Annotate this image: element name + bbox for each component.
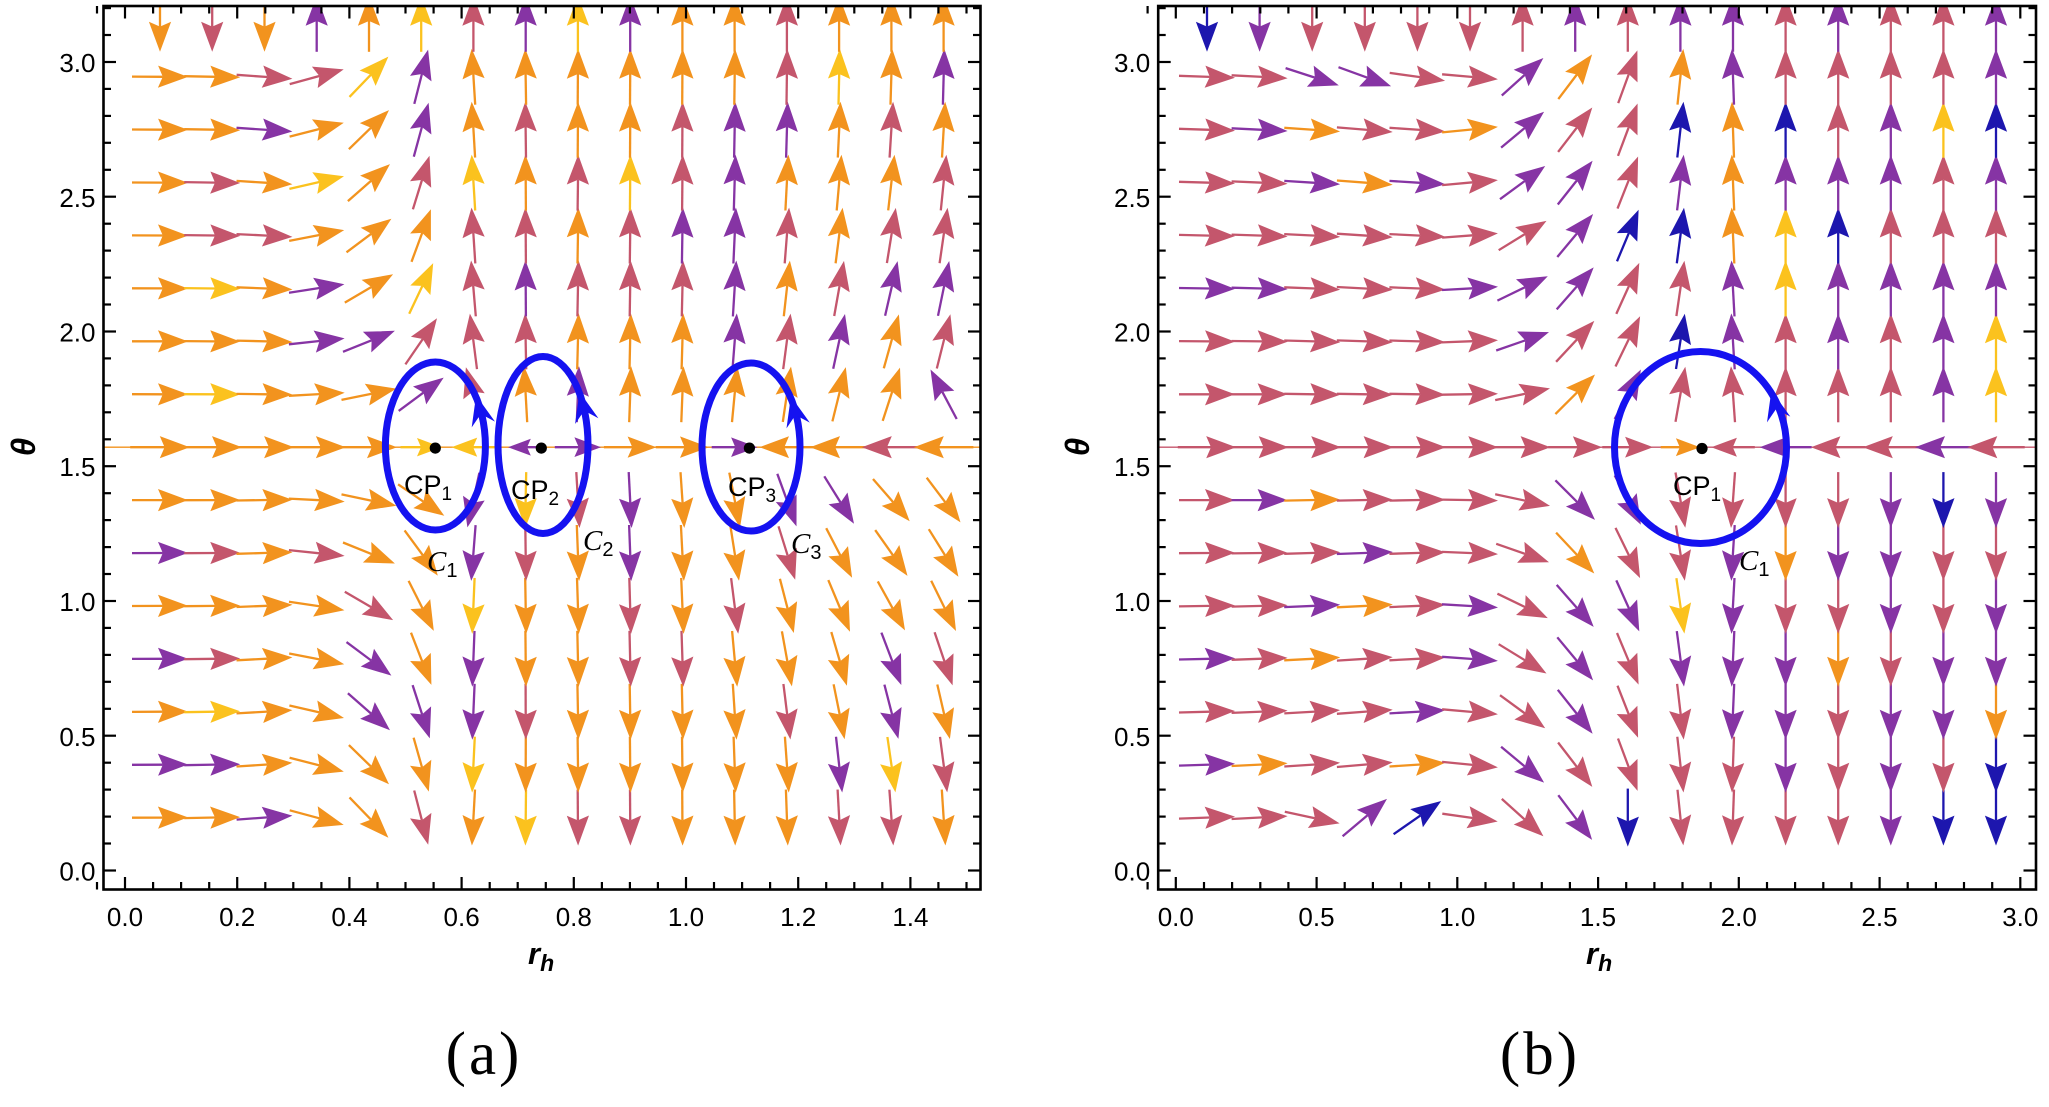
svg-text:1.0: 1.0 — [1114, 587, 1150, 617]
svg-text:3.0: 3.0 — [1114, 48, 1150, 78]
svg-text:1.0: 1.0 — [59, 587, 95, 617]
svg-text:1.5: 1.5 — [59, 452, 95, 482]
svg-text:0.0: 0.0 — [1158, 902, 1194, 932]
svg-text:2.5: 2.5 — [1861, 902, 1897, 932]
svg-text:0.5: 0.5 — [1298, 902, 1334, 932]
svg-text:(a): (a) — [446, 1021, 523, 1088]
svg-text:2.0: 2.0 — [1114, 318, 1150, 348]
svg-text:2.5: 2.5 — [59, 183, 95, 213]
svg-text:3.0: 3.0 — [2002, 902, 2038, 932]
svg-text:2.0: 2.0 — [59, 318, 95, 348]
svg-text:0.5: 0.5 — [1114, 722, 1150, 752]
svg-text:1.2: 1.2 — [780, 902, 816, 932]
svg-text:0.0: 0.0 — [107, 902, 143, 932]
svg-text:1.0: 1.0 — [668, 902, 704, 932]
svg-text:0.4: 0.4 — [331, 902, 367, 932]
svg-text:2.0: 2.0 — [1721, 902, 1757, 932]
svg-text:1.5: 1.5 — [1580, 902, 1616, 932]
svg-text:(b): (b) — [1500, 1021, 1580, 1088]
svg-text:θ: θ — [5, 438, 42, 456]
svg-text:0.6: 0.6 — [444, 902, 480, 932]
svg-text:0.0: 0.0 — [1114, 857, 1150, 887]
svg-text:1.4: 1.4 — [892, 902, 928, 932]
svg-text:0.2: 0.2 — [219, 902, 255, 932]
svg-text:0.5: 0.5 — [59, 722, 95, 752]
svg-text:1.5: 1.5 — [1114, 452, 1150, 482]
svg-text:1.0: 1.0 — [1439, 902, 1475, 932]
svg-text:3.0: 3.0 — [59, 48, 95, 78]
svg-text:0.8: 0.8 — [556, 902, 592, 932]
svg-text:2.5: 2.5 — [1114, 183, 1150, 213]
svg-text:θ: θ — [1059, 438, 1096, 456]
svg-text:0.0: 0.0 — [59, 857, 95, 887]
